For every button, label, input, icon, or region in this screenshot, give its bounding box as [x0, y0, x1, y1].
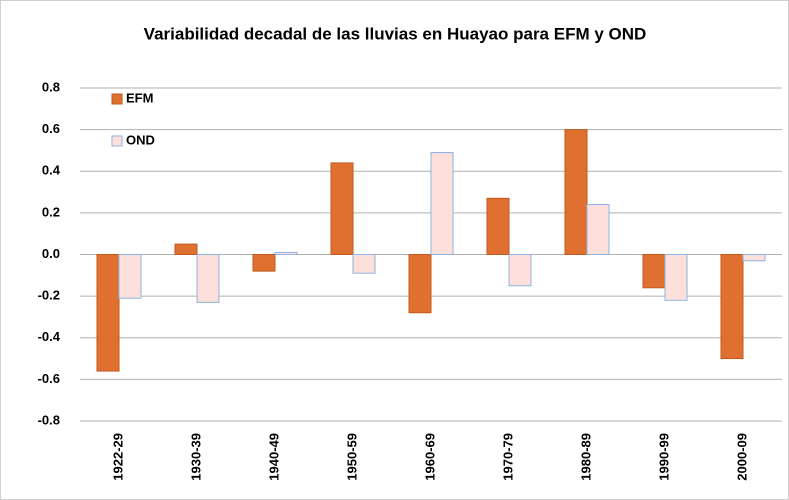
bar: [720, 254, 744, 360]
y-tick-label: 0.6: [42, 121, 60, 136]
x-tick-label: 1940-49: [266, 433, 281, 481]
x-tick-label: 1990-99: [656, 433, 671, 481]
bar: [196, 254, 220, 303]
bar: [252, 254, 276, 272]
y-tick-label: -0.8: [38, 412, 60, 427]
x-tick-label: 1950-59: [344, 433, 359, 481]
bar: [742, 254, 766, 262]
bar: [174, 243, 198, 255]
bar: [586, 204, 610, 256]
x-tick-label: 1960-69: [422, 433, 437, 481]
x-tick-label: 1980-89: [578, 433, 593, 481]
bar: [118, 254, 142, 299]
bar: [430, 152, 454, 255]
bar: [486, 197, 510, 255]
legend-label: OND: [126, 132, 155, 147]
bar: [408, 254, 432, 314]
bar: [642, 254, 666, 289]
chart-title: Variabilidad decadal de las lluvias en H…: [144, 24, 647, 43]
legend-swatch: [111, 93, 123, 105]
y-tick-label: 0.4: [42, 163, 61, 178]
x-tick-label: 1930-39: [188, 433, 203, 481]
y-tick-label: 0.8: [42, 79, 60, 94]
bar: [664, 254, 688, 301]
y-tick-label: -0.6: [38, 371, 60, 386]
bar: [508, 254, 532, 287]
legend-label: EFM: [126, 90, 153, 105]
bar: [330, 162, 354, 255]
y-tick-label: 0.0: [42, 246, 60, 261]
x-tick-label: 2000-09: [734, 433, 749, 481]
bar: [274, 251, 298, 255]
bar: [96, 254, 120, 372]
y-tick-label: -0.4: [38, 329, 61, 344]
bar: [564, 129, 588, 255]
bar: [352, 254, 376, 274]
y-tick-label: -0.2: [38, 288, 60, 303]
x-tick-label: 1922-29: [110, 433, 125, 481]
y-tick-label: 0.2: [42, 204, 60, 219]
x-tick-label: 1970-79: [500, 433, 515, 481]
legend-swatch: [111, 135, 123, 147]
